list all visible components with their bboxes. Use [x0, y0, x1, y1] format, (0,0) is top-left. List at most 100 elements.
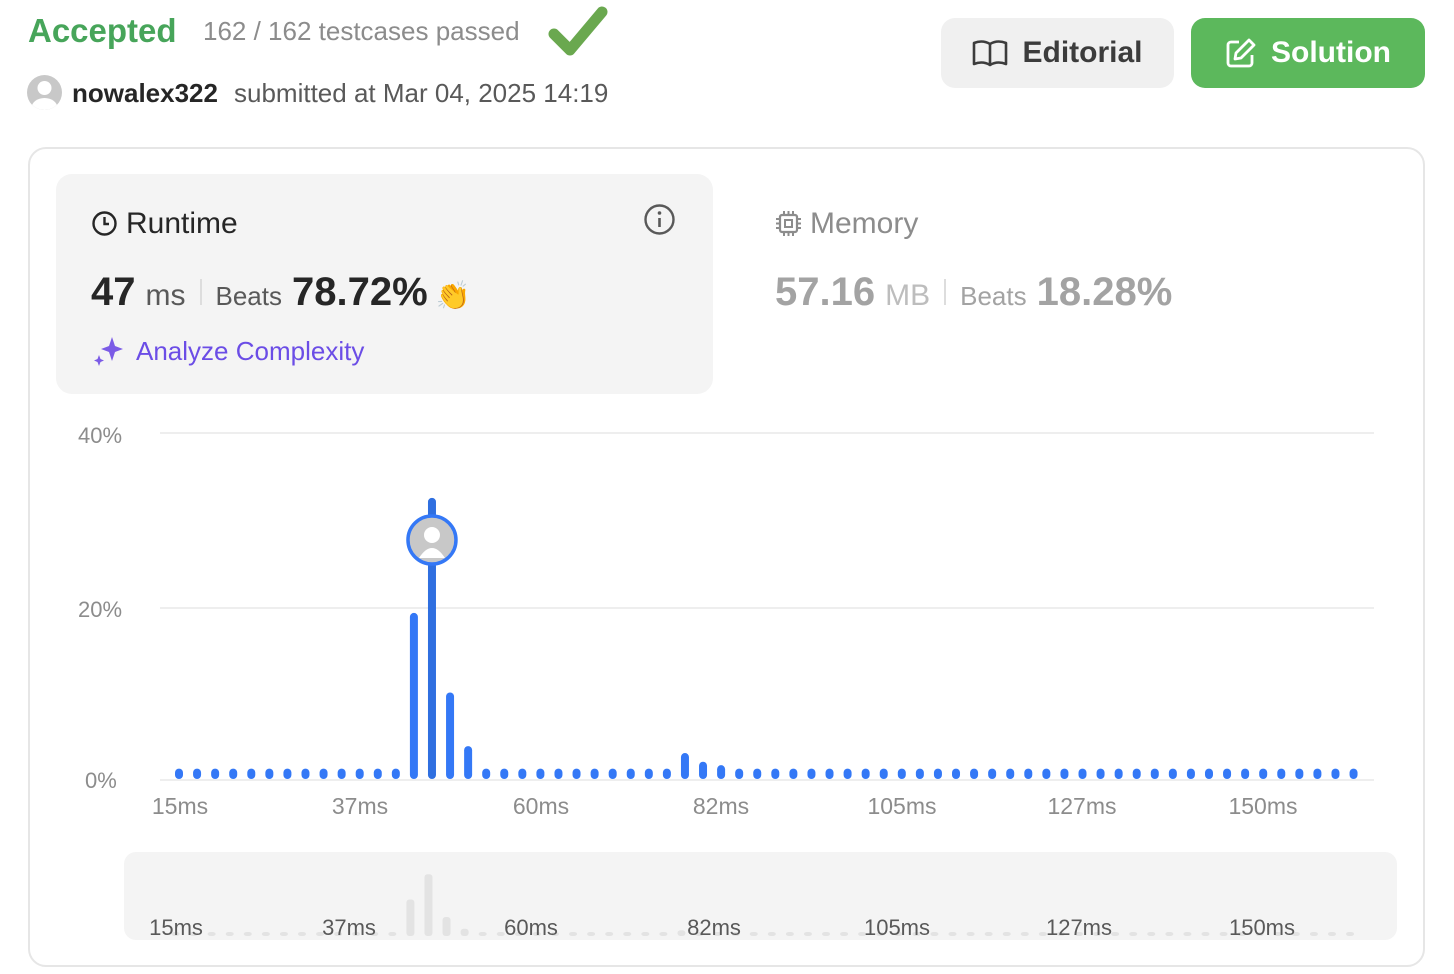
- bar[interactable]: [1241, 768, 1250, 779]
- bar[interactable]: [193, 768, 202, 779]
- bar[interactable]: [1313, 768, 1322, 779]
- bar[interactable]: [825, 768, 834, 779]
- bar[interactable]: [1096, 768, 1105, 779]
- bar[interactable]: [807, 768, 816, 779]
- bar[interactable]: [861, 768, 870, 779]
- bar[interactable]: [680, 753, 689, 779]
- editorial-label: Editorial: [1022, 36, 1143, 69]
- bar[interactable]: [644, 768, 653, 779]
- editorial-button[interactable]: Editorial: [941, 18, 1174, 88]
- bar[interactable]: [879, 768, 888, 779]
- status-accepted: Accepted: [28, 12, 177, 49]
- bar[interactable]: [897, 768, 906, 779]
- bar[interactable]: [952, 768, 961, 779]
- bar[interactable]: [590, 768, 599, 779]
- bar[interactable]: [843, 768, 852, 779]
- runtime-beats-value: 78.72%: [292, 270, 428, 314]
- bar[interactable]: [1132, 768, 1141, 779]
- book-icon: [973, 40, 1008, 67]
- bar[interactable]: [1204, 768, 1213, 779]
- bar[interactable]: [572, 768, 581, 779]
- bar[interactable]: [1042, 768, 1051, 779]
- bar[interactable]: [1150, 768, 1159, 779]
- analyze-complexity-link[interactable]: Analyze Complexity: [136, 336, 365, 366]
- bar[interactable]: [283, 768, 292, 779]
- bar[interactable]: [717, 765, 726, 779]
- sparkle-icon: [94, 337, 123, 366]
- bar[interactable]: [608, 768, 617, 779]
- bar[interactable]: [1060, 768, 1069, 779]
- bar[interactable]: [933, 768, 942, 779]
- bar[interactable]: [319, 768, 328, 779]
- bar[interactable]: [1295, 768, 1304, 779]
- bar[interactable]: [771, 768, 780, 779]
- bar[interactable]: [265, 768, 274, 779]
- divider: [199, 279, 202, 305]
- cpu-icon: [776, 211, 801, 236]
- bar[interactable]: [211, 768, 220, 779]
- mini-tick-label: 82ms: [687, 915, 741, 940]
- username-link[interactable]: nowalex322: [72, 78, 218, 108]
- memory-stats[interactable]: 57.16 MB Beats 18.28%: [775, 270, 1172, 315]
- x-tick-label: 127ms: [1047, 793, 1117, 819]
- bar[interactable]: [1078, 768, 1087, 779]
- bar[interactable]: [1349, 768, 1358, 779]
- bar-highlighted[interactable]: [427, 497, 436, 779]
- bar[interactable]: [1024, 768, 1033, 779]
- bar[interactable]: [1186, 768, 1195, 779]
- bar[interactable]: [1168, 768, 1177, 779]
- bar[interactable]: [662, 768, 671, 779]
- bar[interactable]: [536, 768, 545, 779]
- bar[interactable]: [247, 768, 256, 779]
- bar[interactable]: [988, 768, 997, 779]
- bar[interactable]: [355, 768, 364, 779]
- bar[interactable]: [1277, 768, 1286, 779]
- bar[interactable]: [1331, 768, 1340, 779]
- bar[interactable]: [970, 768, 979, 779]
- mini-tick-label: 127ms: [1045, 915, 1113, 940]
- bar[interactable]: [626, 768, 635, 779]
- bar[interactable]: [518, 768, 527, 779]
- bar[interactable]: [373, 768, 382, 779]
- mini-tick-label: 105ms: [863, 915, 931, 940]
- solution-button[interactable]: Solution: [1191, 18, 1425, 88]
- user-marker-avatar[interactable]: [406, 514, 458, 566]
- bar[interactable]: [175, 768, 183, 779]
- bar[interactable]: [500, 768, 509, 779]
- y-tick-label: 40%: [78, 423, 123, 448]
- user-avatar[interactable]: [27, 75, 62, 110]
- bar[interactable]: [554, 768, 563, 779]
- bar[interactable]: [464, 746, 473, 779]
- bar[interactable]: [446, 692, 455, 780]
- clap-icon: 👏: [435, 280, 471, 311]
- memory-beats-label: Beats: [960, 281, 1027, 311]
- x-tick-label: 60ms: [512, 793, 570, 819]
- bar[interactable]: [915, 768, 924, 779]
- result-card: [28, 147, 1425, 967]
- bar[interactable]: [391, 768, 400, 779]
- bar[interactable]: [753, 768, 762, 779]
- submitted-at: submitted at Mar 04, 2025 14:19: [234, 78, 609, 108]
- bar[interactable]: [1006, 768, 1015, 779]
- y-tick-label: 20%: [78, 597, 123, 622]
- bar[interactable]: [789, 768, 798, 779]
- runtime-panel[interactable]: [56, 174, 713, 394]
- bar[interactable]: [409, 612, 418, 779]
- memory-unit: MB: [885, 279, 931, 312]
- y-tick-label: 0%: [85, 768, 117, 793]
- info-icon[interactable]: [643, 203, 676, 236]
- bar[interactable]: [735, 768, 744, 779]
- bar[interactable]: [699, 761, 708, 779]
- bar[interactable]: [1223, 768, 1232, 779]
- mini-tick-label: 15ms: [149, 915, 203, 940]
- bar[interactable]: [301, 768, 310, 779]
- bar[interactable]: [337, 768, 346, 779]
- divider: [944, 279, 947, 305]
- bar[interactable]: [1259, 768, 1268, 779]
- bar[interactable]: [482, 768, 491, 779]
- bar[interactable]: [1114, 768, 1123, 779]
- bar[interactable]: [229, 768, 238, 779]
- memory-beats-value: 18.28%: [1036, 270, 1173, 314]
- range-slider[interactable]: [124, 852, 1397, 940]
